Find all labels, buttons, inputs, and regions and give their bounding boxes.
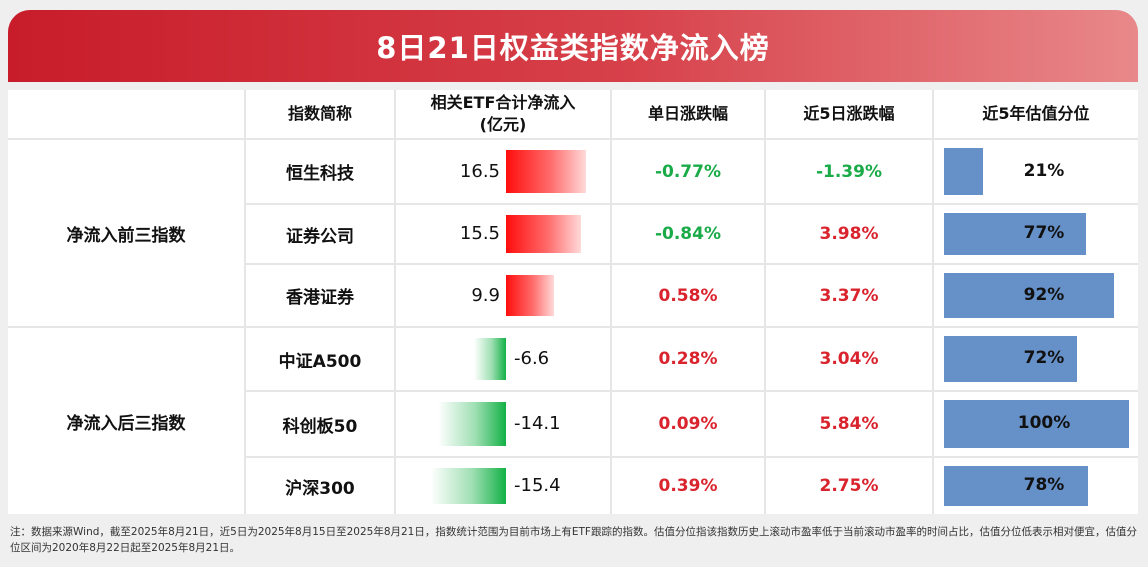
inflow-value: -6.6 [514,348,550,369]
grid-vline [244,90,246,514]
inflow-cell: -6.6 [396,328,610,390]
inflow-cell: 9.9 [396,265,610,326]
index-name: 香港证券 [246,265,394,326]
column-header-label: 指数简称 [287,104,352,123]
five-day-change: 5.84% [766,392,932,456]
valuation-bar [944,336,1078,382]
column-header: 近5日涨跌幅 [766,90,932,138]
index-name: 沪深300 [246,458,394,514]
column-header: 相关ETF合计净流入 (亿元) [396,90,610,138]
grid-vline [764,90,766,514]
five-day-change: 3.04% [766,328,932,390]
valuation-cell: 21% [934,140,1138,203]
index-name: 中证A500 [246,328,394,390]
inflow-cell: 16.5 [396,140,610,203]
grid-hline [244,263,1138,265]
column-header: 近5年估值分位 [934,90,1138,138]
inflow-cell: 15.5 [396,205,610,263]
valuation-value: 100% [1017,413,1071,433]
inflow-value: 16.5 [459,160,500,182]
inflow-value: 15.5 [459,223,500,244]
valuation-cell: 77% [934,205,1138,263]
inflow-value: -14.1 [514,413,561,434]
five-day-change: -1.39% [766,140,932,203]
daily-change: 0.28% [612,328,764,390]
five-day-change: 3.98% [766,205,932,263]
header-corner [8,90,244,138]
inflow-bar [431,468,506,504]
valuation-bar [944,273,1115,318]
valuation-value: 72% [1023,348,1065,368]
inflow-cell: -15.4 [396,458,610,514]
column-header-label: 近5日涨跌幅 [803,104,895,123]
valuation-bar [944,148,983,195]
inflow-bar [437,402,506,446]
inflow-bar [506,275,554,316]
valuation-bar [944,400,1129,448]
valuation-cell: 78% [934,458,1138,514]
column-header-label: 单日涨跌幅 [647,104,728,123]
inflow-value: 9.9 [471,284,500,306]
grid-hline [244,390,1138,392]
grid-hline [8,326,1138,328]
column-header-label: 相关ETF合计净流入 (亿元) [430,93,576,134]
daily-change: 0.58% [612,265,764,326]
inflow-bar [506,215,582,253]
daily-change: 0.39% [612,458,764,514]
valuation-bar [944,466,1089,506]
inflow-table: 指数简称 相关ETF合计净流入 (亿元) 单日涨跌幅 近5日涨跌幅 近5年估值分位净流入… [8,90,1138,514]
index-name: 证券公司 [246,205,394,263]
valuation-cell: 92% [934,265,1138,326]
group-label: 净流入前三指数 [8,140,244,326]
grid-hline [8,138,1138,140]
valuation-bar [944,213,1087,255]
valuation-value: 77% [1023,223,1065,243]
column-header-label: 近5年估值分位 [982,104,1090,123]
valuation-value: 92% [1023,284,1065,305]
valuation-cell: 72% [934,328,1138,390]
five-day-change: 3.37% [766,265,932,326]
inflow-cell: -14.1 [396,392,610,456]
valuation-cell: 100% [934,392,1138,456]
inflow-bar [474,338,506,380]
daily-change: 0.09% [612,392,764,456]
column-header: 指数简称 [246,90,394,138]
daily-change: -0.84% [612,205,764,263]
inflow-bar [506,150,586,193]
grid-hline [244,456,1138,458]
index-name: 科创板50 [246,392,394,456]
daily-change: -0.77% [612,140,764,203]
grid-vline [394,90,396,514]
grid-vline [932,90,934,514]
grid-vline [610,90,612,514]
group-label: 净流入后三指数 [8,328,244,514]
footnote: 注：数据来源Wind，截至2025年8月21日，近5日为2025年8月15日至2… [10,526,1137,554]
inflow-value: -15.4 [514,475,561,496]
title-bar: 8日21日权益类指数净流入榜 [8,10,1138,82]
index-name: 恒生科技 [246,140,394,203]
grid-hline [244,203,1138,205]
five-day-change: 2.75% [766,458,932,514]
valuation-value: 78% [1023,475,1065,495]
valuation-value: 21% [1023,160,1065,181]
page-title: 8日21日权益类指数净流入榜 [376,31,770,65]
column-header: 单日涨跌幅 [612,90,764,138]
